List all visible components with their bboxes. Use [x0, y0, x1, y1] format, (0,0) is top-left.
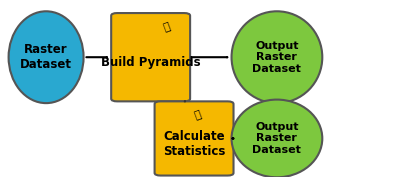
Ellipse shape	[232, 100, 322, 177]
FancyBboxPatch shape	[111, 13, 190, 101]
Ellipse shape	[9, 11, 84, 103]
Text: 🔨: 🔨	[193, 110, 203, 121]
Text: Build Pyramids: Build Pyramids	[101, 56, 200, 69]
Ellipse shape	[232, 11, 322, 103]
Text: 🔨: 🔨	[162, 21, 171, 33]
Text: Output
Raster
Dataset: Output Raster Dataset	[253, 41, 301, 74]
Text: Output
Raster
Dataset: Output Raster Dataset	[253, 122, 301, 155]
FancyBboxPatch shape	[154, 101, 234, 176]
Text: Raster
Dataset: Raster Dataset	[20, 43, 72, 71]
Text: Calculate
Statistics: Calculate Statistics	[163, 130, 225, 158]
